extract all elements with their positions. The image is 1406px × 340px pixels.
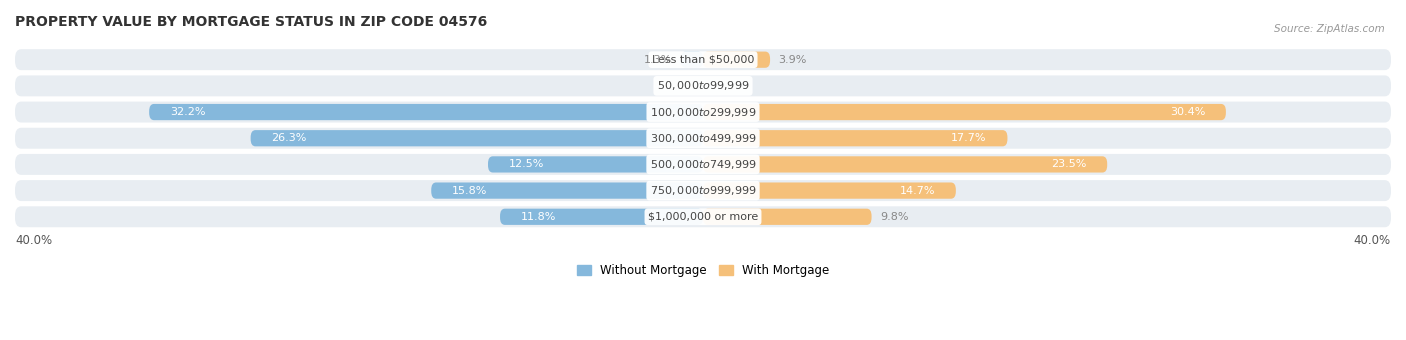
Text: $100,000 to $299,999: $100,000 to $299,999 xyxy=(650,105,756,119)
FancyBboxPatch shape xyxy=(149,104,703,120)
Text: 32.2%: 32.2% xyxy=(170,107,205,117)
FancyBboxPatch shape xyxy=(15,49,1391,70)
Text: 12.5%: 12.5% xyxy=(509,159,544,169)
Text: $50,000 to $99,999: $50,000 to $99,999 xyxy=(657,79,749,92)
FancyBboxPatch shape xyxy=(488,156,703,172)
Text: 17.7%: 17.7% xyxy=(952,133,987,143)
Text: Less than $50,000: Less than $50,000 xyxy=(652,55,754,65)
Text: 23.5%: 23.5% xyxy=(1052,159,1087,169)
FancyBboxPatch shape xyxy=(703,104,1226,120)
Text: 3.9%: 3.9% xyxy=(779,55,807,65)
Text: 11.8%: 11.8% xyxy=(520,212,555,222)
Text: $300,000 to $499,999: $300,000 to $499,999 xyxy=(650,132,756,145)
Text: 1.3%: 1.3% xyxy=(644,55,672,65)
FancyBboxPatch shape xyxy=(703,156,1107,172)
FancyBboxPatch shape xyxy=(15,75,1391,96)
FancyBboxPatch shape xyxy=(15,180,1391,201)
Legend: Without Mortgage, With Mortgage: Without Mortgage, With Mortgage xyxy=(572,259,834,282)
FancyBboxPatch shape xyxy=(432,183,703,199)
Text: $750,000 to $999,999: $750,000 to $999,999 xyxy=(650,184,756,197)
Text: 40.0%: 40.0% xyxy=(15,234,52,247)
FancyBboxPatch shape xyxy=(681,52,703,68)
Text: 15.8%: 15.8% xyxy=(451,186,488,196)
FancyBboxPatch shape xyxy=(15,102,1391,122)
FancyBboxPatch shape xyxy=(15,154,1391,175)
Text: $500,000 to $749,999: $500,000 to $749,999 xyxy=(650,158,756,171)
Text: 9.8%: 9.8% xyxy=(880,212,908,222)
Text: 14.7%: 14.7% xyxy=(900,186,935,196)
FancyBboxPatch shape xyxy=(15,128,1391,149)
Text: PROPERTY VALUE BY MORTGAGE STATUS IN ZIP CODE 04576: PROPERTY VALUE BY MORTGAGE STATUS IN ZIP… xyxy=(15,15,488,29)
FancyBboxPatch shape xyxy=(703,130,1008,146)
Text: 26.3%: 26.3% xyxy=(271,133,307,143)
FancyBboxPatch shape xyxy=(501,209,703,225)
FancyBboxPatch shape xyxy=(703,209,872,225)
Text: $1,000,000 or more: $1,000,000 or more xyxy=(648,212,758,222)
Text: 40.0%: 40.0% xyxy=(1354,234,1391,247)
Text: 30.4%: 30.4% xyxy=(1170,107,1205,117)
FancyBboxPatch shape xyxy=(703,183,956,199)
FancyBboxPatch shape xyxy=(703,52,770,68)
Text: Source: ZipAtlas.com: Source: ZipAtlas.com xyxy=(1274,24,1385,34)
FancyBboxPatch shape xyxy=(15,206,1391,227)
FancyBboxPatch shape xyxy=(250,130,703,146)
